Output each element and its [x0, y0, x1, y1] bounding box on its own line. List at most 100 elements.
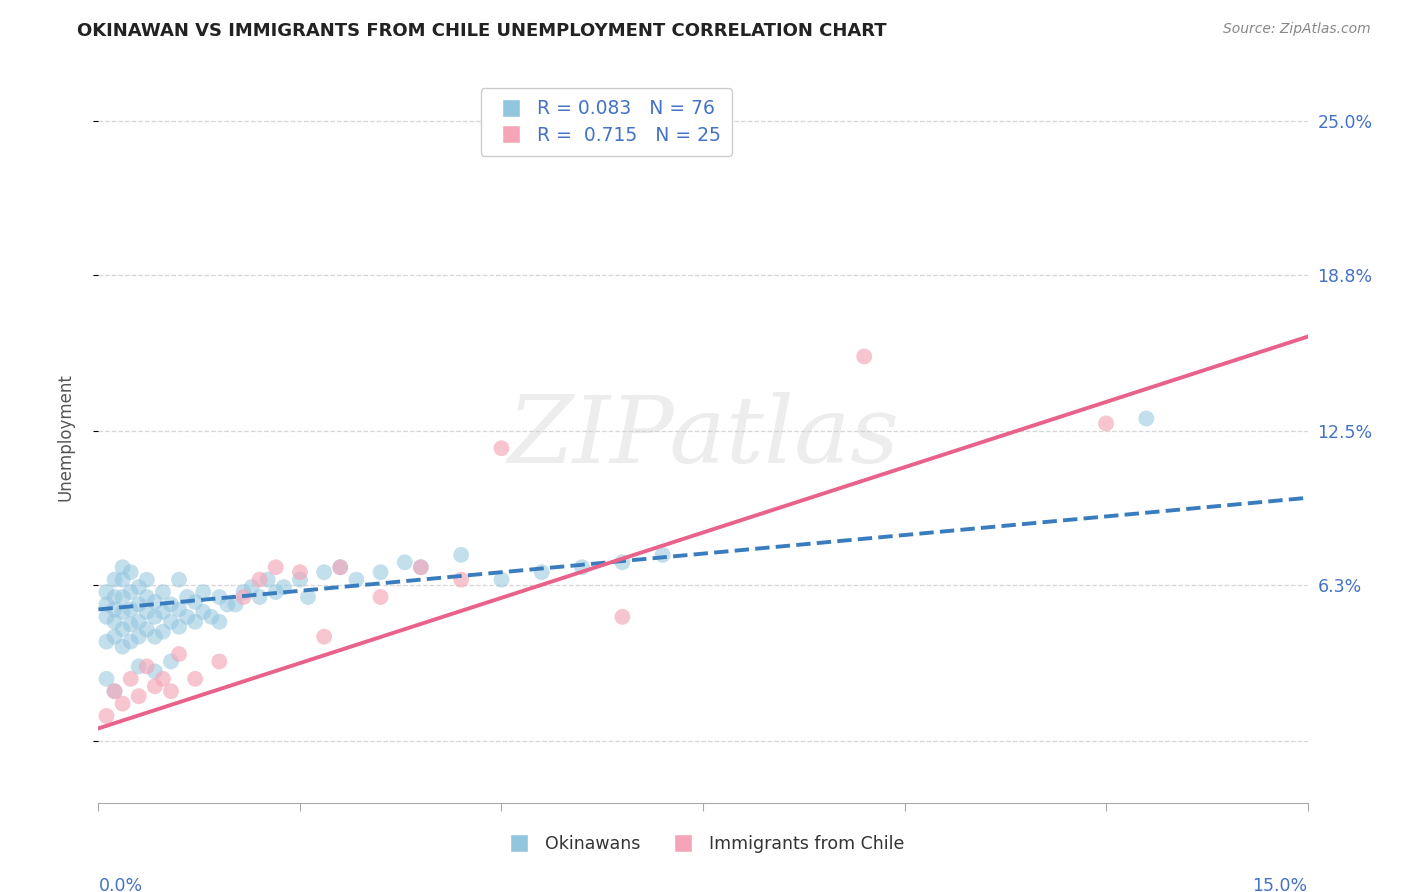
- Point: [120, 634, 142, 648]
- Point: [103, 615, 125, 629]
- Point: [96, 709, 118, 723]
- Point: [143, 665, 166, 679]
- Point: [152, 672, 174, 686]
- Text: Source: ZipAtlas.com: Source: ZipAtlas.com: [1223, 22, 1371, 37]
- Point: [167, 602, 190, 616]
- Point: [128, 630, 150, 644]
- Point: [288, 573, 311, 587]
- Point: [120, 602, 142, 616]
- Point: [160, 655, 183, 669]
- Point: [103, 602, 125, 616]
- Point: [232, 590, 254, 604]
- Point: [128, 659, 150, 673]
- Point: [135, 622, 157, 636]
- Point: [612, 610, 634, 624]
- Point: [120, 565, 142, 579]
- Point: [96, 610, 118, 624]
- Point: [96, 634, 118, 648]
- Point: [314, 565, 336, 579]
- Text: 0.0%: 0.0%: [98, 877, 142, 892]
- Point: [651, 548, 673, 562]
- Point: [143, 610, 166, 624]
- Point: [135, 659, 157, 673]
- Point: [111, 622, 134, 636]
- Point: [143, 679, 166, 693]
- Point: [232, 585, 254, 599]
- Point: [224, 598, 246, 612]
- Point: [314, 630, 336, 644]
- Point: [264, 585, 287, 599]
- Point: [193, 585, 215, 599]
- Legend: Okinawans, Immigrants from Chile: Okinawans, Immigrants from Chile: [495, 828, 911, 860]
- Point: [193, 605, 215, 619]
- Point: [111, 573, 134, 587]
- Point: [103, 684, 125, 698]
- Point: [329, 560, 352, 574]
- Point: [103, 684, 125, 698]
- Point: [111, 640, 134, 654]
- Point: [96, 598, 118, 612]
- Point: [135, 605, 157, 619]
- Point: [1135, 411, 1157, 425]
- Point: [530, 565, 553, 579]
- Point: [370, 590, 392, 604]
- Point: [1095, 417, 1118, 431]
- Point: [450, 548, 472, 562]
- Point: [111, 605, 134, 619]
- Point: [264, 560, 287, 574]
- Point: [128, 689, 150, 703]
- Point: [167, 647, 190, 661]
- Y-axis label: Unemployment: Unemployment: [56, 373, 75, 501]
- Point: [200, 610, 222, 624]
- Point: [103, 630, 125, 644]
- Point: [853, 350, 876, 364]
- Point: [167, 573, 190, 587]
- Point: [120, 672, 142, 686]
- Point: [450, 573, 472, 587]
- Point: [128, 580, 150, 594]
- Point: [152, 585, 174, 599]
- Point: [160, 598, 183, 612]
- Point: [103, 590, 125, 604]
- Point: [288, 565, 311, 579]
- Point: [491, 442, 513, 456]
- Point: [135, 590, 157, 604]
- Point: [249, 590, 271, 604]
- Point: [96, 585, 118, 599]
- Point: [120, 585, 142, 599]
- Point: [612, 555, 634, 569]
- Point: [208, 590, 231, 604]
- Point: [612, 138, 634, 153]
- Point: [111, 590, 134, 604]
- Point: [96, 672, 118, 686]
- Point: [370, 565, 392, 579]
- Point: [184, 615, 207, 629]
- Point: [176, 610, 198, 624]
- Point: [184, 672, 207, 686]
- Point: [491, 573, 513, 587]
- Point: [152, 624, 174, 639]
- Text: ZIPatlas: ZIPatlas: [508, 392, 898, 482]
- Point: [256, 573, 278, 587]
- Point: [409, 560, 432, 574]
- Point: [103, 573, 125, 587]
- Point: [208, 615, 231, 629]
- Point: [152, 605, 174, 619]
- Point: [135, 573, 157, 587]
- Point: [240, 580, 263, 594]
- Point: [143, 595, 166, 609]
- Point: [143, 630, 166, 644]
- Point: [217, 598, 239, 612]
- Text: OKINAWAN VS IMMIGRANTS FROM CHILE UNEMPLOYMENT CORRELATION CHART: OKINAWAN VS IMMIGRANTS FROM CHILE UNEMPL…: [77, 22, 887, 40]
- Point: [184, 595, 207, 609]
- Point: [128, 598, 150, 612]
- Point: [344, 573, 367, 587]
- Point: [409, 560, 432, 574]
- Point: [128, 615, 150, 629]
- Point: [111, 697, 134, 711]
- Point: [160, 684, 183, 698]
- Point: [120, 617, 142, 632]
- Point: [111, 560, 134, 574]
- Point: [176, 590, 198, 604]
- Text: 15.0%: 15.0%: [1253, 877, 1308, 892]
